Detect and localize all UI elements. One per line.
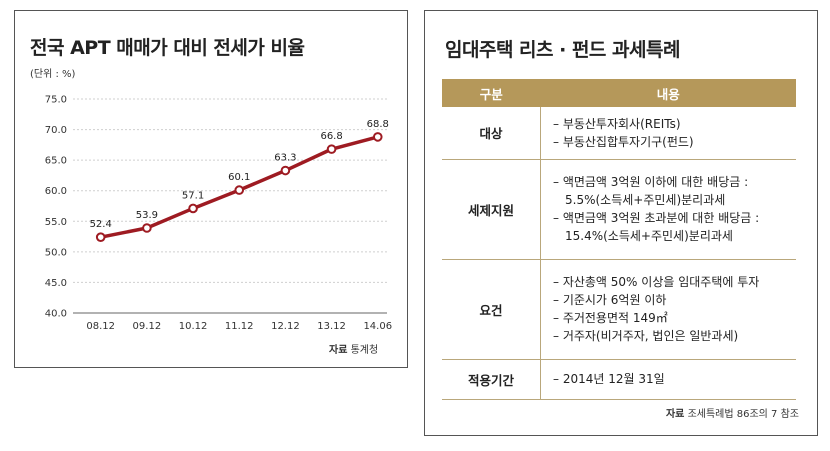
y-tick-label: 75.0: [45, 95, 67, 106]
y-tick-label: 50.0: [45, 247, 67, 258]
content-line: – 액면금액 3억원 초과분에 대한 배당금 :: [553, 211, 760, 225]
row-category: 대상: [442, 107, 541, 160]
data-label: 53.9: [136, 210, 158, 221]
x-tick-label: 10.12: [179, 321, 208, 332]
data-point: [326, 144, 337, 154]
data-label: 63.3: [274, 153, 296, 164]
content-line: 5.5%(소득세+주민세)분리과세: [565, 193, 726, 207]
header-category: 구분: [442, 79, 541, 107]
content-line: – 기준시가 6억원 이하: [553, 293, 667, 307]
content-line: – 액면금액 3억원 이하에 대한 배당금 :: [553, 175, 749, 189]
table-source-label: 자료: [665, 409, 685, 420]
y-tick-label: 70.0: [45, 125, 67, 136]
table-source-text: 조세특례법 86조의 7 참조: [687, 409, 799, 420]
data-label: 66.8: [320, 131, 342, 142]
data-label: 60.1: [228, 172, 250, 183]
content-line: 15.4%(소득세+주민세)분리과세: [565, 229, 733, 243]
row-content: – 2014년 12월 31일: [540, 359, 796, 400]
y-tick-label: 40.0: [45, 309, 67, 320]
table-row: 세제지원 – 액면금액 3억원 이하에 대한 배당금 : 5.5%(소득세+주민…: [442, 159, 796, 260]
row-category: 적용기간: [442, 359, 541, 400]
content-line: – 부동산투자회사(REITs): [553, 116, 681, 131]
data-point: [234, 185, 245, 195]
table-title: 임대주택 리츠 · 펀드 과세특례: [445, 39, 680, 61]
content-line: – 거주자(비거주자, 법인은 일반과세): [553, 329, 739, 343]
y-tick-label: 55.0: [45, 217, 67, 228]
data-point: [95, 232, 106, 242]
x-tick-label: 12.12: [271, 321, 300, 332]
x-tick-label: 11.12: [225, 321, 254, 332]
header-content: 내용: [540, 79, 796, 107]
table-panel: 임대주택 리츠 · 펀드 과세특례 구분 내용 대상 – 부동산투자회사(REI…: [424, 10, 818, 436]
y-tick-label: 45.0: [45, 278, 67, 289]
chart-source-label: 자료: [329, 345, 348, 356]
x-tick-label: 14.06: [363, 321, 392, 332]
content-line: – 부동산집합투자기구(펀드): [553, 134, 694, 149]
table-source: 자료 조세특례법 86조의 7 참조: [666, 405, 799, 420]
table-header-row: 구분 내용: [442, 79, 796, 107]
row-content: – 액면금액 3억원 이하에 대한 배당금 : 5.5%(소득세+주민세)분리과…: [540, 159, 796, 260]
data-point: [188, 203, 198, 214]
content-line: – 2014년 12월 31일: [553, 372, 665, 386]
chart-unit: (단위 : %): [30, 69, 76, 80]
row-content: – 부동산투자회사(REITs) – 부동산집합투자기구(펀드): [540, 107, 796, 160]
chart-title: 전국 APT 매매가 대비 전세가 비율: [30, 37, 305, 59]
x-tick-label: 09.12: [133, 321, 162, 332]
table-row: 요건 – 자산총액 50% 이상을 임대주택에 투자 – 기준시가 6억원 이하…: [442, 259, 796, 360]
x-tick-label: 13.12: [317, 321, 346, 332]
content-line: – 자산총액 50% 이상을 임대주택에 투자: [553, 275, 760, 289]
row-category: 세제지원: [442, 159, 541, 260]
row-content: – 자산총액 50% 이상을 임대주택에 투자 – 기준시가 6억원 이하 – …: [540, 259, 796, 360]
content-line: – 주거전용면적 149㎡: [553, 311, 668, 325]
y-tick-label: 65.0: [45, 156, 67, 167]
line-chart: 75.0 70.0 65.0 60.0 55.0 50.0 45.0 40.0 08.12 09.…: [45, 95, 392, 333]
data-point: [280, 165, 291, 176]
data-label: 57.1: [182, 190, 204, 201]
table-row: 적용기간 – 2014년 12월 31일: [442, 359, 796, 400]
row-category: 요건: [442, 259, 541, 360]
data-point: [142, 223, 152, 233]
chart-source: 자료 통계청: [329, 341, 378, 356]
y-tick-label: 60.0: [45, 186, 67, 197]
tax-info-table: 구분 내용 대상 – 부동산투자회사(REITs) – 부동산집합투자기구(펀드…: [442, 79, 796, 400]
chart-source-text: 통계청: [350, 345, 379, 356]
data-point: [372, 132, 383, 142]
x-tick-label: 08.12: [86, 321, 115, 332]
table-row: 대상 – 부동산투자회사(REITs) – 부동산집합투자기구(펀드): [442, 107, 796, 160]
data-label: 52.4: [90, 219, 112, 230]
chart-panel: 전국 APT 매매가 대비 전세가 비율 (단위 : %) 75.0 70.0 65…: [14, 10, 408, 368]
data-label: 68.8: [367, 119, 389, 130]
